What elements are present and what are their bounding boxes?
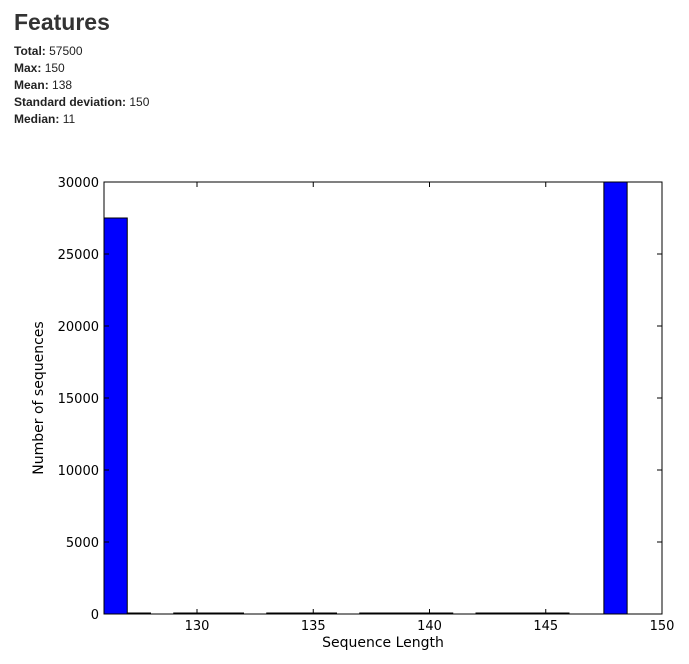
x-tick-label: 140 (417, 619, 442, 634)
stat-standard-deviation: Standard deviation: 150 (14, 95, 150, 109)
histogram-bar (103, 217, 128, 615)
stat-mean: Mean: 138 (14, 78, 73, 92)
y-tick-label: 0 (91, 608, 99, 623)
x-axis-label: Sequence Length (322, 635, 444, 651)
y-tick-label: 30000 (58, 176, 99, 191)
x-tick-label: 135 (301, 619, 326, 634)
page-title: Features (14, 9, 110, 35)
stat-max: Max: 150 (14, 61, 65, 75)
x-tick-label: 145 (533, 619, 558, 634)
stat-median: Median: 11 (14, 112, 76, 126)
y-tick-label: 25000 (58, 248, 99, 263)
stat-value: 11 (62, 112, 76, 126)
y-axis-label: Number of sequences (31, 321, 47, 474)
y-tick-label: 20000 (58, 320, 99, 335)
stat-value: 57500 (49, 44, 83, 58)
stat-value: 138 (52, 78, 73, 92)
stat-label: Median (14, 112, 56, 126)
y-tick-label: 5000 (66, 536, 99, 551)
ticks-layer: 130 135 140 145 150 0 5000 10000 15000 20000 25000… (58, 176, 675, 634)
stat-label: Max (14, 61, 38, 75)
stat-label: Standard deviation (14, 95, 123, 109)
x-tick-label: 150 (650, 619, 675, 634)
stat-label: Mean (14, 78, 45, 92)
bars-layer (103, 181, 628, 615)
stat-total: Total: 57500 (14, 44, 83, 58)
y-tick-label: 10000 (58, 464, 99, 479)
plot-frame (103, 181, 663, 615)
histogram-bar (603, 181, 628, 615)
y-tick-label: 15000 (58, 392, 99, 407)
x-tick-label: 130 (185, 619, 210, 634)
stat-value: 150 (129, 95, 150, 109)
stat-value: 150 (44, 61, 65, 75)
stats-list: Total: 57500 Max: 150 Mean: 138 Standard… (14, 43, 149, 128)
stat-label: Total (14, 44, 42, 58)
